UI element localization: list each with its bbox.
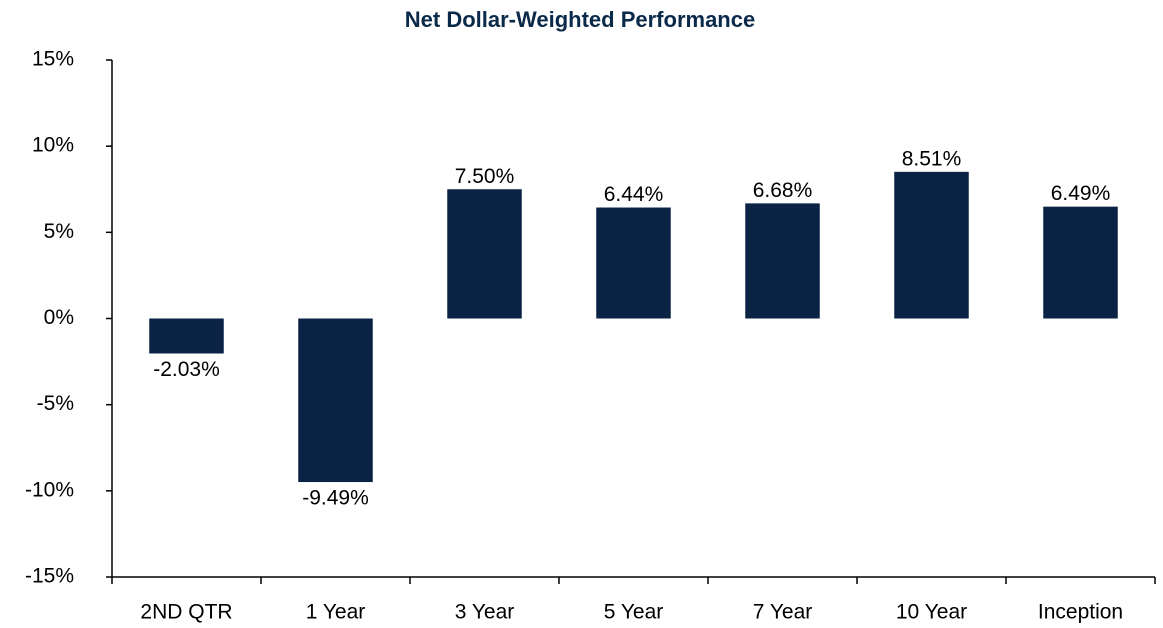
- y-tick-label: -15%: [25, 565, 74, 588]
- value-label: 6.68%: [753, 179, 813, 202]
- bar: [298, 318, 373, 483]
- y-tick-label: -10%: [25, 478, 74, 501]
- bar: [1043, 206, 1118, 319]
- value-label: -2.03%: [153, 358, 220, 381]
- bar: [447, 189, 522, 319]
- y-tick-label: 5%: [44, 220, 74, 243]
- x-tick-label: 10 Year: [896, 601, 967, 624]
- chart-title: Net Dollar-Weighted Performance: [405, 7, 755, 32]
- value-label: -9.49%: [302, 487, 369, 510]
- bar: [894, 171, 969, 319]
- value-label: 7.50%: [455, 165, 515, 188]
- value-label: 6.44%: [604, 183, 664, 206]
- x-tick-label: 2ND QTR: [140, 601, 232, 624]
- y-tick-label: 15%: [32, 48, 74, 71]
- y-tick-label: 10%: [32, 134, 74, 157]
- value-label: 8.51%: [902, 147, 962, 170]
- x-tick-label: 5 Year: [604, 601, 664, 624]
- x-tick-label: 7 Year: [753, 601, 813, 624]
- y-tick-label: 0%: [44, 306, 74, 329]
- bar: [745, 203, 820, 319]
- x-tick-label: 3 Year: [455, 601, 515, 624]
- x-tick-label: 1 Year: [306, 601, 366, 624]
- value-label: 6.49%: [1051, 182, 1111, 205]
- x-tick-label: Inception: [1038, 601, 1123, 624]
- bar: [149, 318, 224, 354]
- bar: [596, 207, 671, 319]
- y-tick-label: -5%: [37, 392, 74, 415]
